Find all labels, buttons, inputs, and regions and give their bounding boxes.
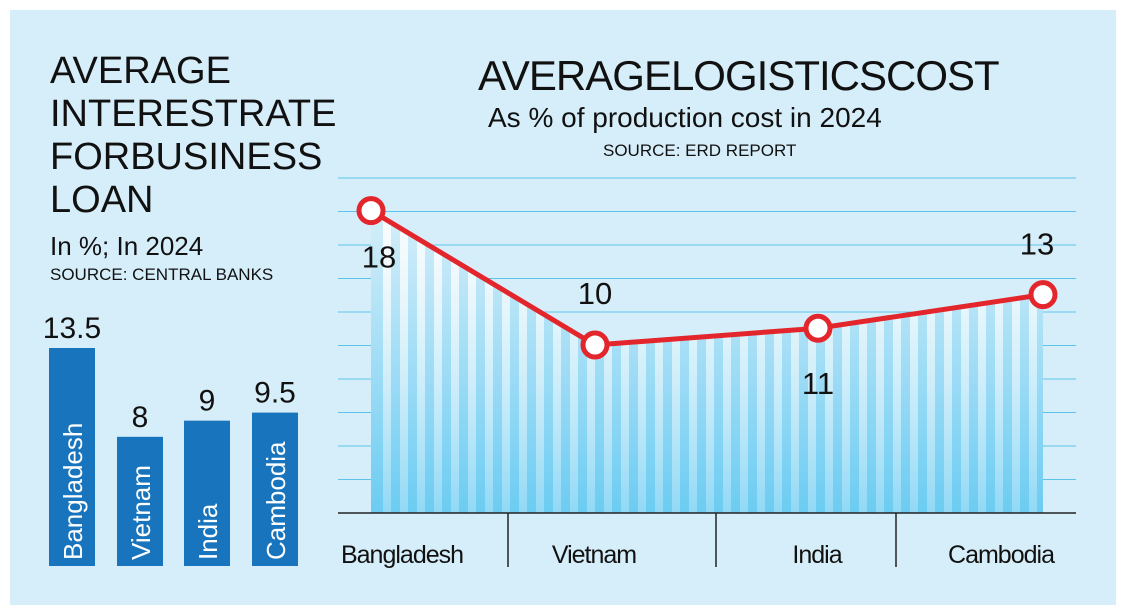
area-stripe [706, 210, 714, 513]
area-stripe [604, 210, 612, 513]
area-stripe [774, 210, 782, 513]
series-line [369, 208, 1044, 348]
x-tick-label: Bangladesh [341, 541, 463, 569]
area-stripes [383, 210, 1037, 513]
area-stripe [825, 210, 833, 513]
area-stripe [893, 210, 901, 513]
area-stripe [468, 210, 476, 513]
area-stripe [536, 210, 544, 513]
area-stripe [502, 210, 510, 513]
area-stripe [961, 210, 969, 513]
bar-cambodia [252, 412, 298, 566]
area-stripe [757, 210, 765, 513]
area-stripe [910, 210, 918, 513]
bar-category-label: Bangladesh [58, 423, 88, 560]
interest-rate-source: SOURCE: CENTRAL BANKS [50, 265, 274, 284]
area-stripe [655, 210, 663, 513]
bar-value-label: 9 [199, 385, 216, 418]
title-line: FORBUSINESS [50, 136, 323, 178]
title-line: LOAN [50, 179, 154, 221]
area-stripe [621, 210, 629, 513]
data-point-marker [1028, 280, 1058, 310]
area-stripe [519, 210, 527, 513]
area-stripe [876, 210, 884, 513]
area-stripe [570, 210, 578, 513]
area-stripe [434, 210, 442, 513]
area-stripe [485, 210, 493, 513]
logistics-cost-chart-title: AVERAGELOGISTICSCOST [478, 52, 1000, 99]
bar-value-label: 8 [132, 401, 149, 434]
bar-category-label: India [193, 503, 223, 560]
bar-category-label: Vietnam [126, 465, 156, 560]
area-stripe [451, 210, 459, 513]
area-stripe [400, 210, 408, 513]
logistics-cost-line-chart: Bangladesh Vietnam India Cambodia 18 10 11 13 [338, 177, 1076, 569]
data-value-label: 18 [362, 240, 396, 275]
data-value-label: 10 [578, 276, 612, 311]
area-stripe [553, 210, 561, 513]
interest-rate-chart-title: AVERAGE INTERESTRATE FORBUSINESS LOAN [50, 50, 337, 222]
area-stripe [672, 210, 680, 513]
interest-rate-subtitle: In %; In 2024 [50, 231, 204, 261]
data-point-marker [580, 330, 610, 360]
area-stripe [859, 210, 867, 513]
area-stripe [842, 210, 850, 513]
area-stripe [944, 210, 952, 513]
x-tick-label: Cambodia [948, 541, 1055, 569]
title-line: INTERESTRATE [50, 93, 337, 135]
area-stripe [638, 210, 646, 513]
area-stripe [689, 210, 697, 513]
x-tick-label: Vietnam [552, 541, 636, 569]
data-value-label: 13 [1020, 227, 1054, 262]
area-stripe [723, 210, 731, 513]
data-point-marker [803, 313, 833, 343]
bar-india [184, 420, 230, 566]
area-stripe [587, 210, 595, 513]
area-stripe [1029, 210, 1037, 513]
area-stripe [383, 210, 391, 513]
area-stripe [995, 210, 1003, 513]
bar-bangladesh [49, 348, 95, 566]
area-stripe [808, 210, 816, 513]
bar-category-label: Cambodia [261, 441, 291, 560]
area-stripe [791, 210, 799, 513]
interest-rate-bar-chart: 13.5 Bangladesh 8 Vietnam 9 India 9.5 Cambodia [43, 312, 298, 566]
bar-value-label: 9.5 [254, 377, 296, 410]
area-stripe [740, 210, 748, 513]
data-value-label: 11 [802, 366, 834, 401]
area-stripe [1012, 210, 1020, 513]
area-stripe [927, 210, 935, 513]
title-line: AVERAGE [50, 50, 231, 92]
x-tick-label: India [792, 541, 842, 569]
bar-value-label: 13.5 [43, 312, 101, 345]
bar-vietnam [117, 436, 163, 566]
area-stripe [417, 210, 425, 513]
logistics-cost-source: SOURCE: ERD REPORT [603, 141, 797, 160]
logistics-cost-subtitle: As % of production cost in 2024 [488, 102, 882, 133]
area-stripe [978, 210, 986, 513]
data-point-marker [356, 196, 386, 226]
